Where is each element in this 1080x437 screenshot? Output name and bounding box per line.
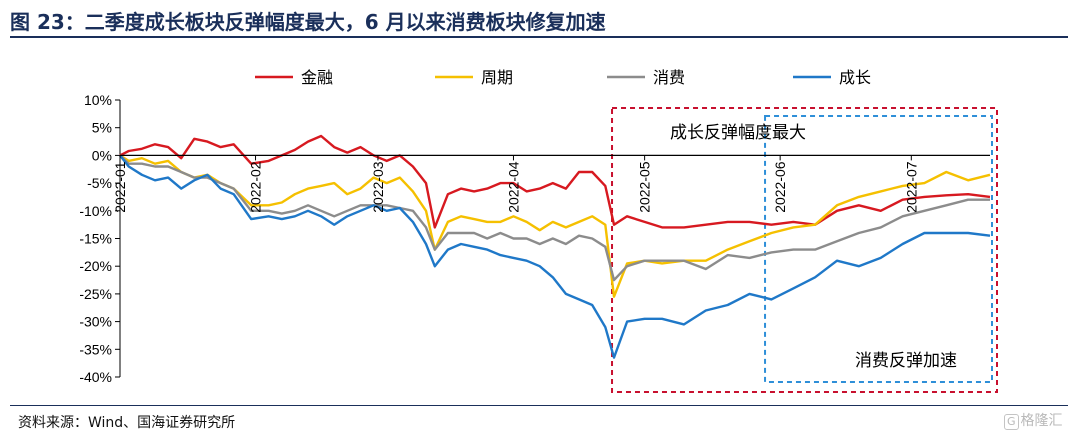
annotation-box <box>611 107 998 393</box>
y-tick-label: -35% <box>79 341 112 357</box>
y-tick-label: 0% <box>92 147 112 163</box>
title-divider <box>10 36 1068 38</box>
legend-label: 成长 <box>839 68 871 87</box>
legend-label: 消费 <box>653 68 685 87</box>
source-note: 资料来源：Wind、国海证券研究所 <box>18 415 236 431</box>
series-line <box>119 154 991 359</box>
series-line <box>119 154 990 282</box>
x-tick-label: 2022-05 <box>637 161 653 213</box>
x-tick-label: 2022-01 <box>112 161 128 213</box>
watermark-logo-icon: G <box>1004 414 1019 430</box>
y-tick-label: -5% <box>87 175 112 191</box>
x-tick-label: 2022-06 <box>772 161 788 213</box>
y-tick-label: 10% <box>84 92 112 108</box>
watermark: G 格隆汇 <box>1004 410 1063 430</box>
x-tick-label: 2022-07 <box>903 161 919 213</box>
y-tick-label: -30% <box>79 314 112 330</box>
x-axis: 2022-01 2022-02 2022-03 2022-04 2022-05 2022-… <box>112 154 990 213</box>
y-tick-label: 5% <box>92 120 112 136</box>
x-tick-label: 2022-02 <box>248 161 264 213</box>
legend: 金融 周期 消费 成长 <box>255 68 871 87</box>
legend-label: 金融 <box>301 68 333 87</box>
y-tick-label: -40% <box>79 369 112 385</box>
x-tick-label: 2022-03 <box>370 161 386 213</box>
plot-lines <box>119 134 991 359</box>
y-tick-label: -15% <box>79 231 112 247</box>
y-tick-label: -10% <box>79 203 112 219</box>
annotation-label: 消费反弹加速 <box>855 351 957 371</box>
annotation-box <box>764 115 993 383</box>
y-tick-label: -25% <box>79 286 112 302</box>
annotation-boxes <box>611 107 998 393</box>
annotation-label: 成长反弹幅度最大 <box>670 123 806 143</box>
source-divider <box>10 405 1068 406</box>
y-axis: 10% 5% 0% -5% -10% -15% -20% -25% -30% -35% -40% <box>79 92 121 385</box>
x-tick-label: 2022-04 <box>505 161 521 213</box>
series-line <box>119 134 991 229</box>
y-tick-label: -20% <box>79 258 112 274</box>
watermark-text: 格隆汇 <box>1020 413 1063 429</box>
legend-label: 周期 <box>481 68 513 87</box>
figure-title: 图 23：二季度成长板块反弹幅度最大，6 月以来消费板块修复加速 <box>10 10 606 34</box>
